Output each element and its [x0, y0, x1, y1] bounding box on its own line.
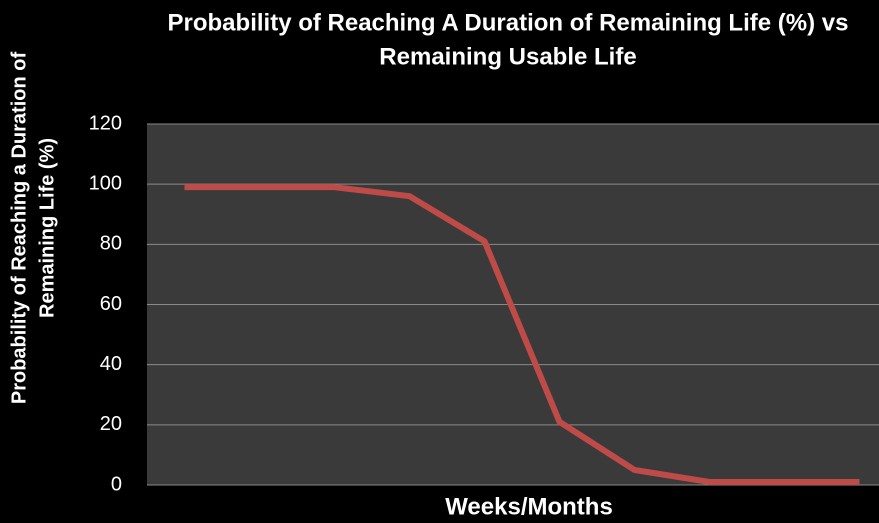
y-tick-label: 100 [89, 172, 122, 194]
y-tick-label: 80 [100, 233, 122, 255]
y-axis-title: Probability of Reaching a Duration of [8, 52, 30, 405]
y-tick-label: 0 [111, 473, 122, 495]
y-tick-label: 20 [100, 413, 122, 435]
y-tick-label: 40 [100, 353, 122, 375]
y-axis-title: Remaining Life (%) [36, 138, 58, 318]
line-series [184, 184, 860, 485]
chart-title: Probability of Reaching A Duration of Re… [168, 9, 849, 36]
y-tick-label: 120 [89, 112, 122, 134]
x-axis-title: Weeks/Months [445, 493, 613, 520]
y-tick-label: 60 [100, 293, 122, 315]
chart-title: Remaining Usable Life [379, 43, 636, 70]
